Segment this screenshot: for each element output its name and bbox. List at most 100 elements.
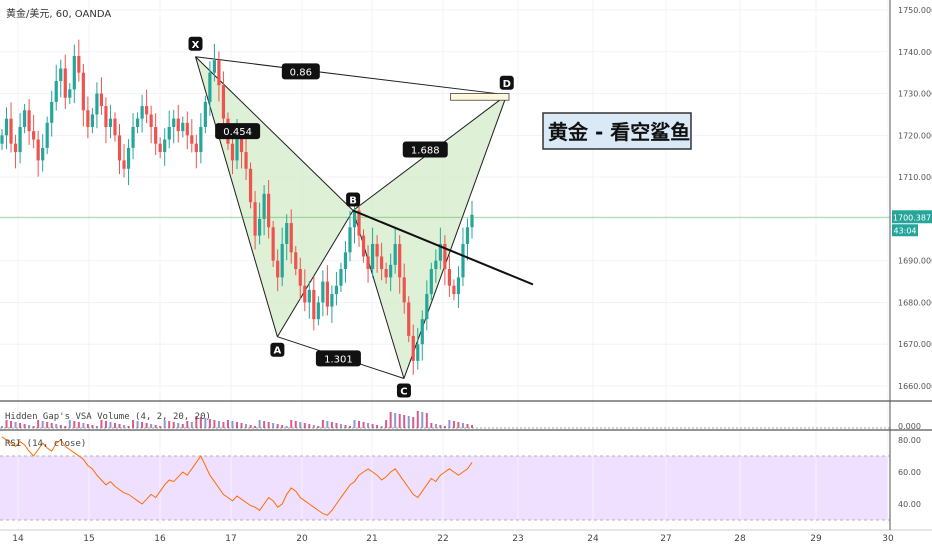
volume-bar [55, 424, 58, 428]
volume-bar [299, 422, 302, 428]
volume-bar [353, 420, 356, 428]
volume-bar [267, 422, 270, 428]
annotation-box[interactable]: 黄金 - 看空鲨鱼 [542, 112, 692, 150]
candle-body [393, 243, 397, 265]
candle-body [276, 260, 280, 278]
candle-body [104, 106, 108, 127]
volume-bar [10, 421, 13, 428]
volume-bar [77, 422, 80, 428]
candle-body [461, 243, 465, 278]
candle-body [285, 223, 289, 244]
volume-bar [285, 426, 288, 428]
time-tick-label: 30 [882, 534, 894, 544]
volume-bar [19, 423, 22, 428]
volume-bar [457, 422, 460, 428]
candle-body [113, 118, 117, 136]
volume-bar [443, 426, 446, 428]
candle-body [108, 118, 113, 127]
trendline[interactable] [352, 209, 534, 286]
volume-bar [362, 422, 365, 428]
volume-bar [358, 421, 361, 428]
volume-bar [195, 416, 198, 428]
volume-bar [118, 424, 121, 428]
candle-body [149, 114, 153, 127]
point-label-text: B [349, 196, 357, 207]
candle-body [370, 243, 375, 270]
candle-body [239, 135, 244, 153]
volume-bar [91, 425, 94, 428]
volume-bar [14, 422, 17, 428]
volume-bar [425, 413, 428, 428]
candle-body [99, 93, 104, 107]
volume-bar [181, 424, 184, 428]
point-label-box [499, 75, 514, 90]
ratio-label: 0.86 [281, 63, 320, 80]
volume-bar [145, 423, 148, 428]
time-tick-label: 23 [512, 534, 523, 544]
volume-bar [326, 421, 329, 428]
candle-body [122, 160, 126, 169]
volume-bar [46, 422, 49, 428]
candle-body [398, 243, 402, 278]
candle-body [194, 143, 198, 153]
volume-bar [290, 420, 293, 428]
candle-body [81, 72, 85, 111]
volume-bar [217, 421, 220, 428]
time-tick-label: 28 [734, 534, 746, 544]
candle-body [438, 243, 442, 261]
candle-body [181, 122, 185, 132]
candle-body [253, 202, 257, 236]
candle-body [203, 101, 207, 127]
volume-bar [68, 420, 71, 428]
candle-body [420, 319, 424, 345]
volume-bar [412, 417, 415, 428]
candle-body [217, 60, 221, 86]
candle-body [352, 210, 357, 228]
candle-body [330, 294, 334, 307]
time-tick-label: 24 [587, 534, 599, 544]
volume-tick-label: 0.000 [898, 422, 921, 431]
volume-bar [385, 420, 388, 428]
target-zone[interactable] [450, 93, 510, 101]
volume-bar [168, 421, 171, 428]
candle-body [375, 243, 379, 257]
candle-body [158, 143, 162, 153]
volume-bar [23, 424, 26, 428]
candle-body [244, 152, 248, 169]
candle-body [429, 269, 433, 295]
volume-bar [159, 426, 162, 428]
time-tick-label: 20 [296, 534, 308, 544]
volume-bar [312, 425, 315, 428]
ratio-label-text: 0.454 [223, 127, 252, 138]
candle-body [407, 302, 411, 336]
last-price-tag: 1700.387 43:04 [892, 210, 932, 237]
candle-body [117, 135, 122, 161]
volume-bar [394, 413, 397, 428]
candle-body [199, 126, 203, 153]
volume-bar [127, 426, 130, 428]
candle-body [384, 269, 388, 278]
volume-bar [430, 423, 433, 428]
rsi-band [0, 456, 888, 520]
candle-body [27, 110, 31, 132]
candle-body [126, 147, 131, 169]
ratio-label: 1.301 [315, 350, 361, 367]
price-tick-label: 1720.000 [898, 131, 932, 140]
point-label-text: A [274, 346, 282, 357]
time-tick-label: 16 [154, 534, 166, 544]
volume-bar [113, 423, 116, 428]
candle-body [452, 285, 456, 295]
volume-bar [123, 425, 126, 428]
candle-body [307, 289, 311, 303]
volume-bar [37, 420, 40, 428]
candle-body [131, 126, 135, 148]
candle-body [32, 131, 36, 140]
time-tick-label: 15 [83, 534, 94, 544]
volume-bar [109, 422, 112, 428]
volume-bar [471, 425, 473, 428]
point-label: D [499, 75, 514, 90]
price-tick-label: 1740.000 [898, 48, 932, 57]
candle-body [280, 243, 284, 278]
candle-body [316, 302, 320, 320]
price-tick-label: 1730.000 [898, 90, 932, 99]
